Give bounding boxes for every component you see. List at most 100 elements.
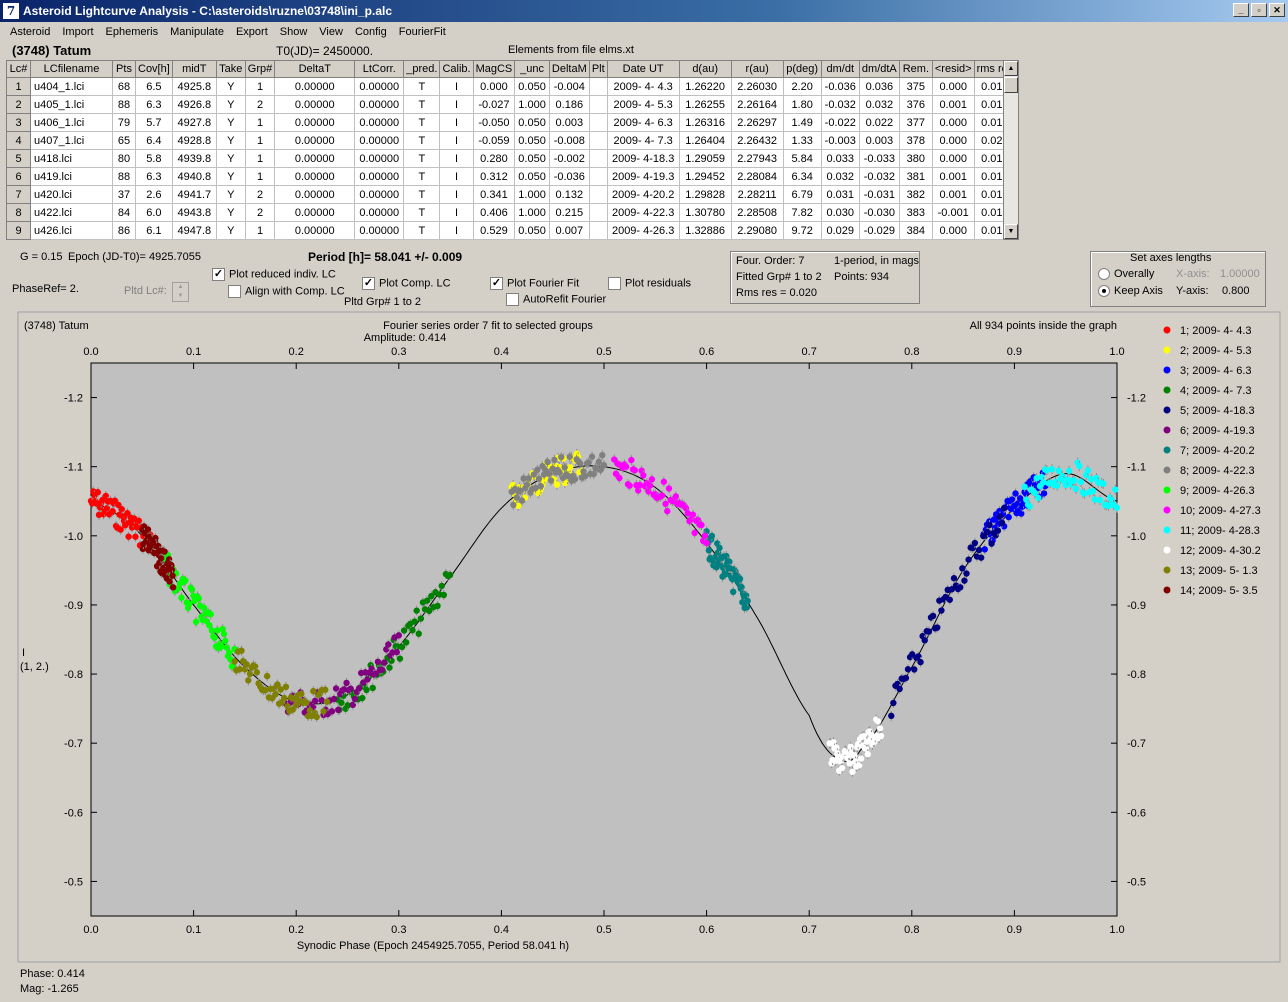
table-cell[interactable]: 0.007 bbox=[548, 221, 590, 240]
table-cell[interactable]: 65 bbox=[112, 131, 136, 150]
table-row[interactable]: 5 u418.lci 80 5.8 4939.8 Y 1 0.00000 0.00000 T I 0.… bbox=[6, 149, 1017, 168]
table-cell[interactable]: 0.050 bbox=[514, 221, 550, 240]
table-cell[interactable]: 4947.8 bbox=[171, 221, 217, 240]
table-cell[interactable]: u406_1.lci bbox=[30, 113, 113, 132]
menu-asteroid[interactable]: Asteroid bbox=[10, 26, 51, 38]
column-header[interactable]: _pred. bbox=[403, 60, 441, 78]
column-header[interactable]: Rem. bbox=[898, 60, 933, 78]
scroll-down-button[interactable]: ▼ bbox=[1004, 224, 1018, 239]
keep-axis-option[interactable]: Keep Axis bbox=[1098, 285, 1163, 298]
table-cell[interactable]: 1 bbox=[6, 77, 31, 96]
plot-fourier-option[interactable]: ✓ Plot Fourier Fit bbox=[490, 277, 580, 290]
column-header[interactable]: p(deg) bbox=[782, 60, 822, 78]
table-cell[interactable]: 0.00000 bbox=[274, 221, 356, 240]
table-cell[interactable]: 5.7 bbox=[135, 113, 173, 132]
table-cell[interactable]: 88 bbox=[112, 95, 136, 114]
table-cell[interactable]: 0.000 bbox=[931, 131, 975, 150]
autorefit-option[interactable]: AutoRefit Fourier bbox=[506, 293, 606, 306]
table-cell[interactable]: 0.000 bbox=[931, 221, 975, 240]
table-cell[interactable]: -0.029 bbox=[858, 221, 900, 240]
table-cell[interactable]: 2009- 4-18.3 bbox=[606, 149, 680, 168]
table-cell[interactable]: 2009- 4- 4.3 bbox=[606, 77, 680, 96]
pltd-lc-spinner[interactable]: ▲ ▼ bbox=[172, 282, 189, 302]
table-cell[interactable]: -0.032 bbox=[858, 167, 900, 186]
align-option[interactable]: Align with Comp. LC bbox=[228, 285, 345, 298]
table-cell[interactable]: -0.002 bbox=[548, 149, 590, 168]
table-cell[interactable]: 2.26432 bbox=[730, 131, 784, 150]
table-cell[interactable]: 0.186 bbox=[548, 95, 590, 114]
table-row[interactable]: 7 u420.lci 37 2.6 4941.7 Y 2 0.00000 0.00000 T I 0.… bbox=[6, 185, 1017, 204]
column-header[interactable]: _unc bbox=[514, 60, 550, 78]
plot-comp-option[interactable]: ✓ Plot Comp. LC bbox=[362, 277, 451, 290]
table-cell[interactable]: 9 bbox=[6, 221, 31, 240]
column-header[interactable]: dm/dtA bbox=[858, 60, 900, 78]
overally-option[interactable]: Overally bbox=[1098, 268, 1154, 281]
align-checkbox[interactable] bbox=[228, 285, 241, 298]
column-header[interactable]: MagCS bbox=[472, 60, 516, 78]
table-cell[interactable]: 2.28084 bbox=[730, 167, 784, 186]
table-cell[interactable]: -0.030 bbox=[858, 203, 900, 222]
table-row[interactable]: 4 u407_1.lci 65 6.4 4928.8 Y 1 0.00000 0.00000 T I… bbox=[6, 131, 1017, 150]
column-header[interactable]: Pts bbox=[112, 60, 136, 78]
table-cell[interactable]: 5.84 bbox=[782, 149, 822, 168]
table-cell[interactable]: 0.00000 bbox=[274, 95, 356, 114]
table-cell[interactable]: -0.001 bbox=[931, 203, 975, 222]
plot-reduced-option[interactable]: ✓ Plot reduced indiv. LC bbox=[212, 268, 336, 281]
table-cell[interactable]: 0.341 bbox=[472, 185, 516, 204]
table-cell[interactable]: 2.29080 bbox=[730, 221, 784, 240]
table-cell[interactable]: 1 bbox=[244, 221, 276, 240]
table-row[interactable]: 2 u405_1.lci 88 6.3 4926.8 Y 2 0.00000 0.00000 T I… bbox=[6, 95, 1017, 114]
column-header[interactable]: DeltaT bbox=[274, 60, 356, 78]
keep-axis-radio[interactable] bbox=[1098, 285, 1110, 298]
column-header[interactable]: dm/dt bbox=[820, 60, 860, 78]
table-cell[interactable]: 4939.8 bbox=[171, 149, 217, 168]
table-cell[interactable]: 0.030 bbox=[820, 203, 860, 222]
table-cell[interactable]: 1.26220 bbox=[678, 77, 732, 96]
table-cell[interactable]: 381 bbox=[898, 167, 933, 186]
scroll-thumb[interactable] bbox=[1004, 77, 1018, 93]
table-row[interactable]: 9 u426.lci 86 6.1 4947.8 Y 1 0.00000 0.00000 T I 0.… bbox=[6, 221, 1017, 240]
table-cell[interactable]: 1.26255 bbox=[678, 95, 732, 114]
y-axis-value[interactable]: 0.800 bbox=[1222, 285, 1250, 297]
autorefit-checkbox[interactable] bbox=[506, 293, 519, 306]
minimize-button[interactable]: _ bbox=[1233, 3, 1249, 17]
table-cell[interactable]: -0.008 bbox=[548, 131, 590, 150]
table-cell[interactable]: -0.003 bbox=[820, 131, 860, 150]
table-cell[interactable]: 6.1 bbox=[135, 221, 173, 240]
table-cell[interactable]: 2.26030 bbox=[730, 77, 784, 96]
table-cell[interactable]: 2 bbox=[244, 203, 276, 222]
table-cell[interactable]: 3 bbox=[6, 113, 31, 132]
plot-residuals-checkbox[interactable] bbox=[608, 277, 621, 290]
table-cell[interactable]: 1.000 bbox=[514, 95, 550, 114]
table-cell[interactable]: 0.00000 bbox=[354, 167, 405, 186]
table-cell[interactable]: 1 bbox=[244, 149, 276, 168]
table-cell[interactable]: 0.280 bbox=[472, 149, 516, 168]
column-header[interactable]: midT bbox=[171, 60, 217, 78]
table-cell[interactable]: 4943.8 bbox=[171, 203, 217, 222]
table-cell[interactable]: 7 bbox=[6, 185, 31, 204]
table-cell[interactable]: 2009- 4- 6.3 bbox=[606, 113, 680, 132]
table-cell[interactable]: 2009- 4-22.3 bbox=[606, 203, 680, 222]
table-cell[interactable]: 1.32886 bbox=[678, 221, 732, 240]
plot-residuals-option[interactable]: Plot residuals bbox=[608, 277, 691, 290]
table-cell[interactable]: 380 bbox=[898, 149, 933, 168]
table-cell[interactable]: 0.529 bbox=[472, 221, 516, 240]
table-scrollbar[interactable]: ▲ ▼ bbox=[1003, 60, 1019, 240]
table-cell[interactable]: 6.34 bbox=[782, 167, 822, 186]
table-cell[interactable]: 4 bbox=[6, 131, 31, 150]
table-cell[interactable]: 4941.7 bbox=[171, 185, 217, 204]
table-cell[interactable]: 0.00000 bbox=[274, 167, 356, 186]
close-button[interactable]: ✕ bbox=[1269, 3, 1285, 17]
table-cell[interactable]: -0.031 bbox=[858, 185, 900, 204]
table-cell[interactable]: 2009- 4-19.3 bbox=[606, 167, 680, 186]
table-cell[interactable]: 0.001 bbox=[931, 185, 975, 204]
table-cell[interactable]: u405_1.lci bbox=[30, 95, 113, 114]
table-cell[interactable]: 86 bbox=[112, 221, 136, 240]
table-cell[interactable]: 4925.8 bbox=[171, 77, 217, 96]
table-row[interactable]: 8 u422.lci 84 6.0 4943.8 Y 2 0.00000 0.00000 T I 0.… bbox=[6, 203, 1017, 222]
table-cell[interactable]: -0.022 bbox=[820, 113, 860, 132]
table-cell[interactable]: -0.033 bbox=[858, 149, 900, 168]
table-row[interactable]: 1 u404_1.lci 68 6.5 4925.8 Y 1 0.00000 0.00000 T I… bbox=[6, 77, 1017, 96]
table-cell[interactable]: 0.050 bbox=[514, 131, 550, 150]
table-cell[interactable]: 4927.8 bbox=[171, 113, 217, 132]
